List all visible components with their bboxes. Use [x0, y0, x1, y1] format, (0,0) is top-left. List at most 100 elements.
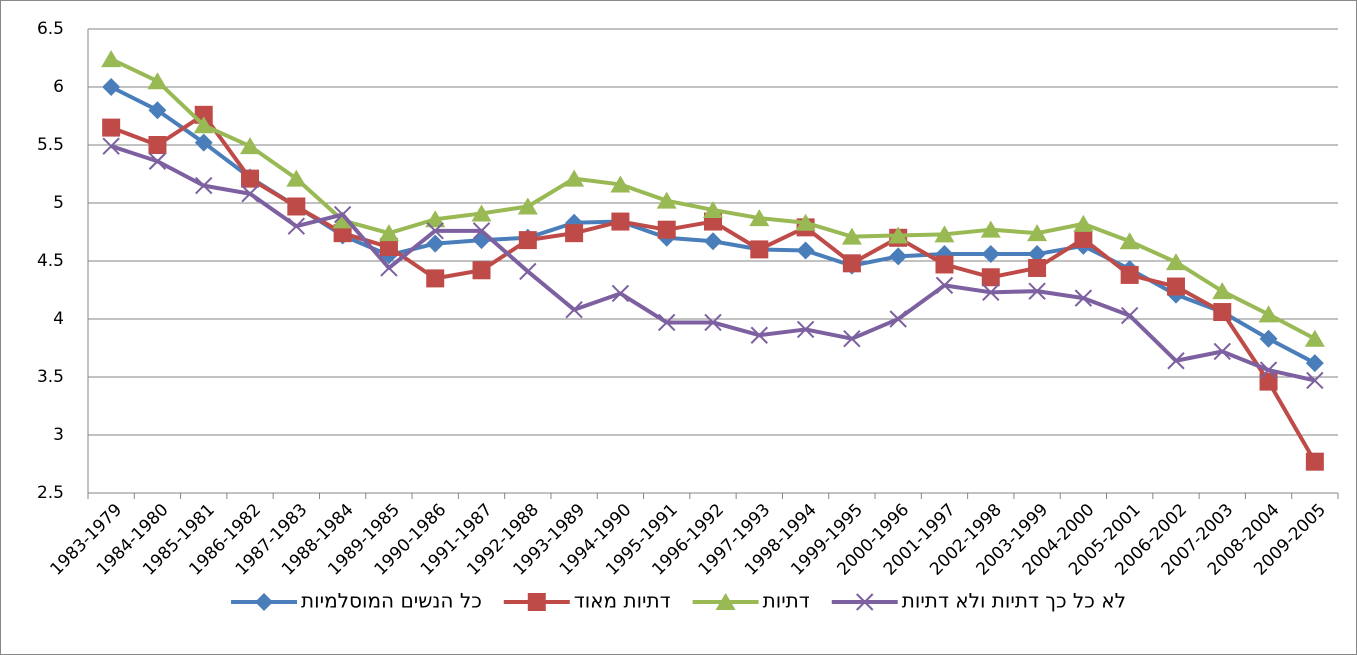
marker	[935, 276, 954, 295]
marker	[426, 234, 445, 253]
y-tick-label: 4	[53, 309, 64, 329]
legend-label: לא כל כך דתיות ולא דתיות	[902, 589, 1126, 613]
marker	[240, 137, 261, 155]
y-tick-label: 3.5	[37, 367, 64, 387]
marker	[101, 50, 122, 68]
y-tick-label: 5	[53, 193, 64, 213]
marker	[255, 593, 274, 611]
marker	[981, 245, 1000, 264]
marker	[287, 217, 306, 235]
marker	[1213, 342, 1231, 361]
marker	[378, 224, 399, 242]
marker	[611, 212, 630, 231]
marker	[1167, 352, 1185, 370]
marker	[519, 262, 537, 281]
marker	[426, 269, 445, 288]
marker	[889, 310, 907, 328]
marker	[1212, 282, 1233, 300]
marker	[841, 227, 862, 245]
marker	[611, 284, 630, 303]
marker	[703, 200, 723, 218]
marker	[148, 101, 167, 120]
marker	[982, 283, 1000, 302]
marker	[102, 137, 120, 155]
marker	[148, 136, 167, 154]
marker	[193, 116, 214, 134]
marker	[1028, 282, 1046, 300]
legend-label: כל הנשים המוסלמיות	[301, 589, 482, 613]
marker	[1259, 361, 1278, 379]
marker	[704, 232, 722, 251]
marker	[1213, 303, 1232, 322]
marker	[796, 241, 815, 260]
marker	[1305, 354, 1324, 373]
marker	[1165, 253, 1186, 271]
marker	[842, 254, 861, 273]
y-tick-label: 4.5	[37, 251, 64, 271]
marker	[241, 185, 259, 203]
marker	[379, 238, 398, 257]
marker	[425, 210, 446, 228]
marker	[527, 593, 546, 611]
marker	[888, 226, 909, 244]
marker	[704, 313, 722, 332]
marker	[380, 259, 398, 277]
marker	[471, 204, 492, 222]
marker	[1306, 371, 1324, 390]
marker	[856, 593, 874, 611]
y-tick-label: 2.5	[37, 483, 64, 503]
marker	[795, 213, 816, 231]
marker	[935, 245, 954, 264]
marker	[517, 197, 538, 215]
marker	[1305, 452, 1324, 471]
legend: כל הנשים המוסלמיות דתיות מאוד דתיות לא כל כ…	[231, 589, 1126, 613]
marker	[657, 220, 676, 239]
marker	[981, 268, 1000, 287]
marker	[843, 330, 861, 348]
marker	[472, 222, 491, 240]
y-tick-label: 3	[53, 425, 64, 445]
marker	[1074, 229, 1093, 248]
marker	[749, 209, 770, 227]
marker	[889, 247, 908, 266]
marker	[332, 211, 353, 229]
marker	[518, 231, 537, 250]
marker	[656, 191, 677, 209]
marker	[1259, 329, 1278, 348]
marker	[287, 197, 306, 216]
marker	[715, 593, 736, 610]
marker	[102, 118, 121, 137]
marker	[1120, 306, 1139, 325]
marker	[610, 175, 631, 193]
marker	[750, 326, 769, 344]
marker	[286, 169, 307, 187]
marker	[472, 261, 491, 280]
marker	[657, 313, 676, 332]
marker	[426, 222, 444, 240]
y-tick-label: 6.5	[37, 19, 64, 39]
marker	[148, 152, 167, 170]
marker	[1028, 245, 1047, 264]
marker	[1074, 289, 1093, 307]
marker	[750, 240, 769, 259]
marker	[1119, 232, 1140, 250]
marker	[147, 72, 168, 90]
marker	[1304, 329, 1325, 347]
marker	[1028, 258, 1047, 277]
legend-label: דתיות	[763, 589, 810, 613]
marker	[333, 224, 352, 243]
y-tick-label: 6	[53, 77, 64, 97]
marker	[796, 320, 815, 339]
marker	[1259, 372, 1278, 391]
marker	[194, 133, 213, 152]
marker	[1073, 214, 1094, 232]
marker	[1120, 265, 1139, 284]
y-tick-label: 5.5	[37, 135, 64, 155]
marker	[565, 224, 584, 243]
marker	[102, 78, 121, 96]
marker	[980, 220, 1001, 238]
marker	[564, 169, 585, 187]
marker	[195, 176, 213, 195]
